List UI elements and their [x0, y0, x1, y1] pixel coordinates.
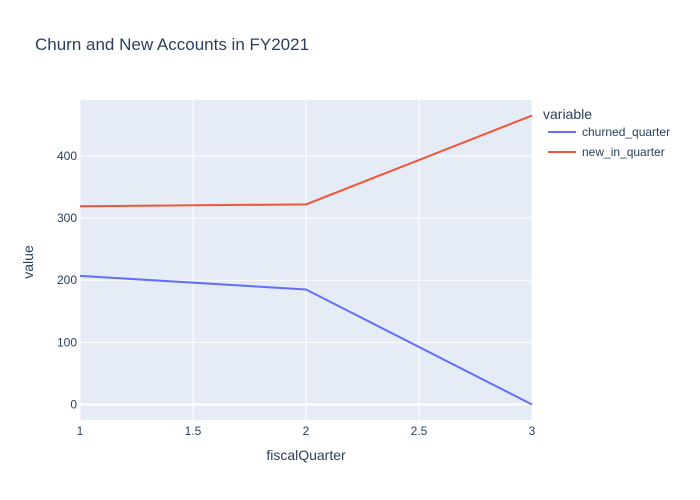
x-tick-label: 1.5 [185, 424, 202, 438]
legend-item-new_in_quarter: new_in_quarter [582, 145, 665, 159]
series-line-churned_quarter [79, 274, 533, 406]
x-tick-label: 2 [303, 424, 310, 438]
y-axis-title: value [20, 245, 36, 279]
y-tick-label: 100 [57, 335, 77, 349]
legend: variable churned_quarter new_in_quarter [543, 106, 670, 159]
x-tick-label: 1 [77, 424, 84, 438]
y-tick-label: 400 [57, 149, 77, 163]
legend-item-churned_quarter: churned_quarter [582, 125, 670, 139]
series-lines [79, 114, 533, 406]
legend-title: variable [543, 106, 592, 122]
y-tick-label: 0 [70, 397, 77, 411]
chart-title: Churn and New Accounts in FY2021 [35, 35, 309, 54]
x-tick-label: 3 [529, 424, 536, 438]
tick-labels: 1 1.5 2 2.5 3 0 100 200 300 400 [57, 149, 536, 438]
x-axis-title: fiscalQuarter [266, 447, 346, 463]
y-tick-label: 200 [57, 273, 77, 287]
y-tick-label: 300 [57, 211, 77, 225]
series-line-new_in_quarter [79, 114, 533, 208]
x-tick-label: 2.5 [411, 424, 428, 438]
